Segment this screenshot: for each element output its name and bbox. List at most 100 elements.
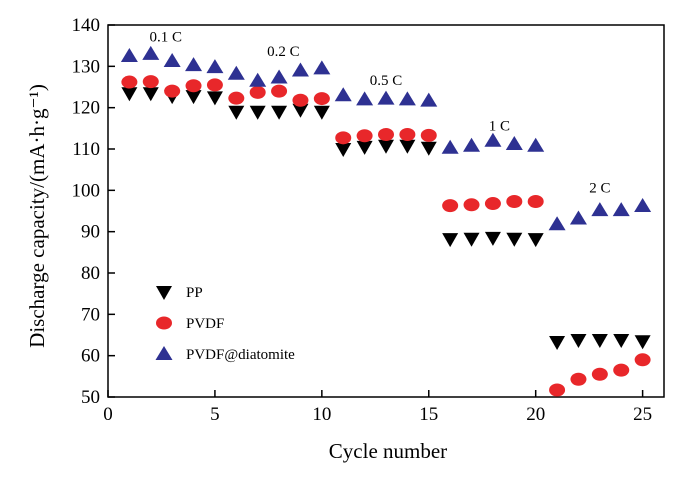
data-point <box>527 137 545 152</box>
legend-item: PVDF <box>156 316 224 332</box>
data-point <box>613 363 630 377</box>
data-point <box>591 367 608 381</box>
plot-border <box>107 24 665 398</box>
data-point <box>335 143 352 157</box>
y-tick-label: 70 <box>81 304 100 325</box>
rate-annotation: 0.5 C <box>370 73 403 89</box>
legend-label: PVDF@diatomite <box>186 347 295 363</box>
data-point <box>527 194 544 208</box>
data-point <box>292 93 309 107</box>
y-tick-label: 130 <box>72 56 101 77</box>
legend-item: PVDF@diatomite <box>155 346 295 363</box>
plot-frame <box>107 24 665 398</box>
x-axis-ticks: 0 5 10 15 20 25 <box>103 390 652 425</box>
rate-annotation: 2 C <box>589 180 610 196</box>
x-tick-label: 5 <box>210 404 220 425</box>
data-point <box>484 132 502 147</box>
data-point <box>120 48 138 62</box>
data-point <box>569 210 587 225</box>
data-point <box>442 233 459 248</box>
legend-item: PP <box>156 285 203 301</box>
data-point <box>420 141 437 156</box>
data-point <box>634 353 651 367</box>
data-point <box>228 105 245 120</box>
data-point <box>206 59 224 74</box>
x-tick-label: 10 <box>312 404 331 425</box>
data-point <box>185 57 203 72</box>
data-point <box>249 85 266 99</box>
data-point <box>378 128 394 142</box>
rate-annotation: 0.1 C <box>149 30 182 46</box>
y-tick-label: 140 <box>72 15 101 36</box>
data-point <box>463 137 481 152</box>
data-point <box>334 87 352 102</box>
x-tick-label: 0 <box>103 404 113 425</box>
data-point <box>570 333 587 348</box>
data-point <box>356 91 374 106</box>
data-point <box>270 69 288 84</box>
y-tick-label: 90 <box>81 222 100 243</box>
y-tick-label: 100 <box>72 180 101 201</box>
data-point <box>313 60 331 75</box>
data-point <box>505 136 523 151</box>
data-point <box>613 333 630 348</box>
data-point <box>185 79 202 93</box>
data-point <box>163 52 181 67</box>
data-point <box>335 131 352 145</box>
legend-marker <box>156 316 172 330</box>
data-point <box>506 232 523 247</box>
data-point <box>271 84 288 98</box>
series-pp <box>121 87 651 351</box>
data-point <box>484 231 501 246</box>
legend: PP PVDF PVDF@diatomite <box>155 285 295 363</box>
data-point <box>356 140 373 155</box>
data-point <box>378 139 394 154</box>
data-point <box>549 383 566 397</box>
data-point <box>570 372 587 386</box>
data-point <box>249 72 267 87</box>
data-point <box>634 335 651 350</box>
data-point <box>463 198 480 212</box>
rate-annotation: 1 C <box>489 118 510 134</box>
data-point <box>420 128 437 142</box>
data-point <box>291 62 309 77</box>
y-tick-label: 60 <box>81 346 100 367</box>
data-point <box>142 45 160 60</box>
rate-annotation: 0.2 C <box>267 44 300 60</box>
rate-annotations: 0.1 C 0.2 C 0.5 C 1 C 2 C <box>149 30 610 197</box>
data-point <box>484 197 501 211</box>
y-axis-title: Discharge capacity/(mA·h·g⁻¹) <box>25 84 49 348</box>
data-point <box>142 75 159 89</box>
data-point <box>249 105 266 120</box>
data-point <box>441 139 459 154</box>
data-point <box>527 233 544 248</box>
y-tick-label: 120 <box>72 98 101 119</box>
data-point <box>206 78 223 92</box>
data-point <box>313 92 330 106</box>
data-point <box>463 232 480 247</box>
data-point <box>142 87 159 102</box>
data-point <box>591 202 609 217</box>
data-point <box>185 90 202 105</box>
legend-label: PP <box>186 285 203 301</box>
data-point <box>377 90 395 105</box>
data-point <box>634 198 652 213</box>
series-pvdf <box>121 75 651 397</box>
data-point <box>612 202 630 217</box>
x-tick-label: 15 <box>419 404 438 425</box>
data-point <box>548 216 566 231</box>
y-tick-label: 80 <box>81 263 100 284</box>
x-tick-label: 20 <box>526 404 545 425</box>
x-tick-label: 25 <box>633 404 652 425</box>
legend-marker <box>155 346 173 360</box>
data-point <box>228 91 245 105</box>
data-point <box>399 128 416 142</box>
data-point <box>121 75 138 89</box>
x-axis-title: Cycle number <box>329 439 447 463</box>
y-axis-ticks: 50 60 70 80 90 100 110 120 130 140 <box>72 15 115 408</box>
data-point <box>442 199 459 213</box>
data-point <box>356 129 373 143</box>
data-point <box>398 91 416 106</box>
data-point <box>292 103 309 118</box>
